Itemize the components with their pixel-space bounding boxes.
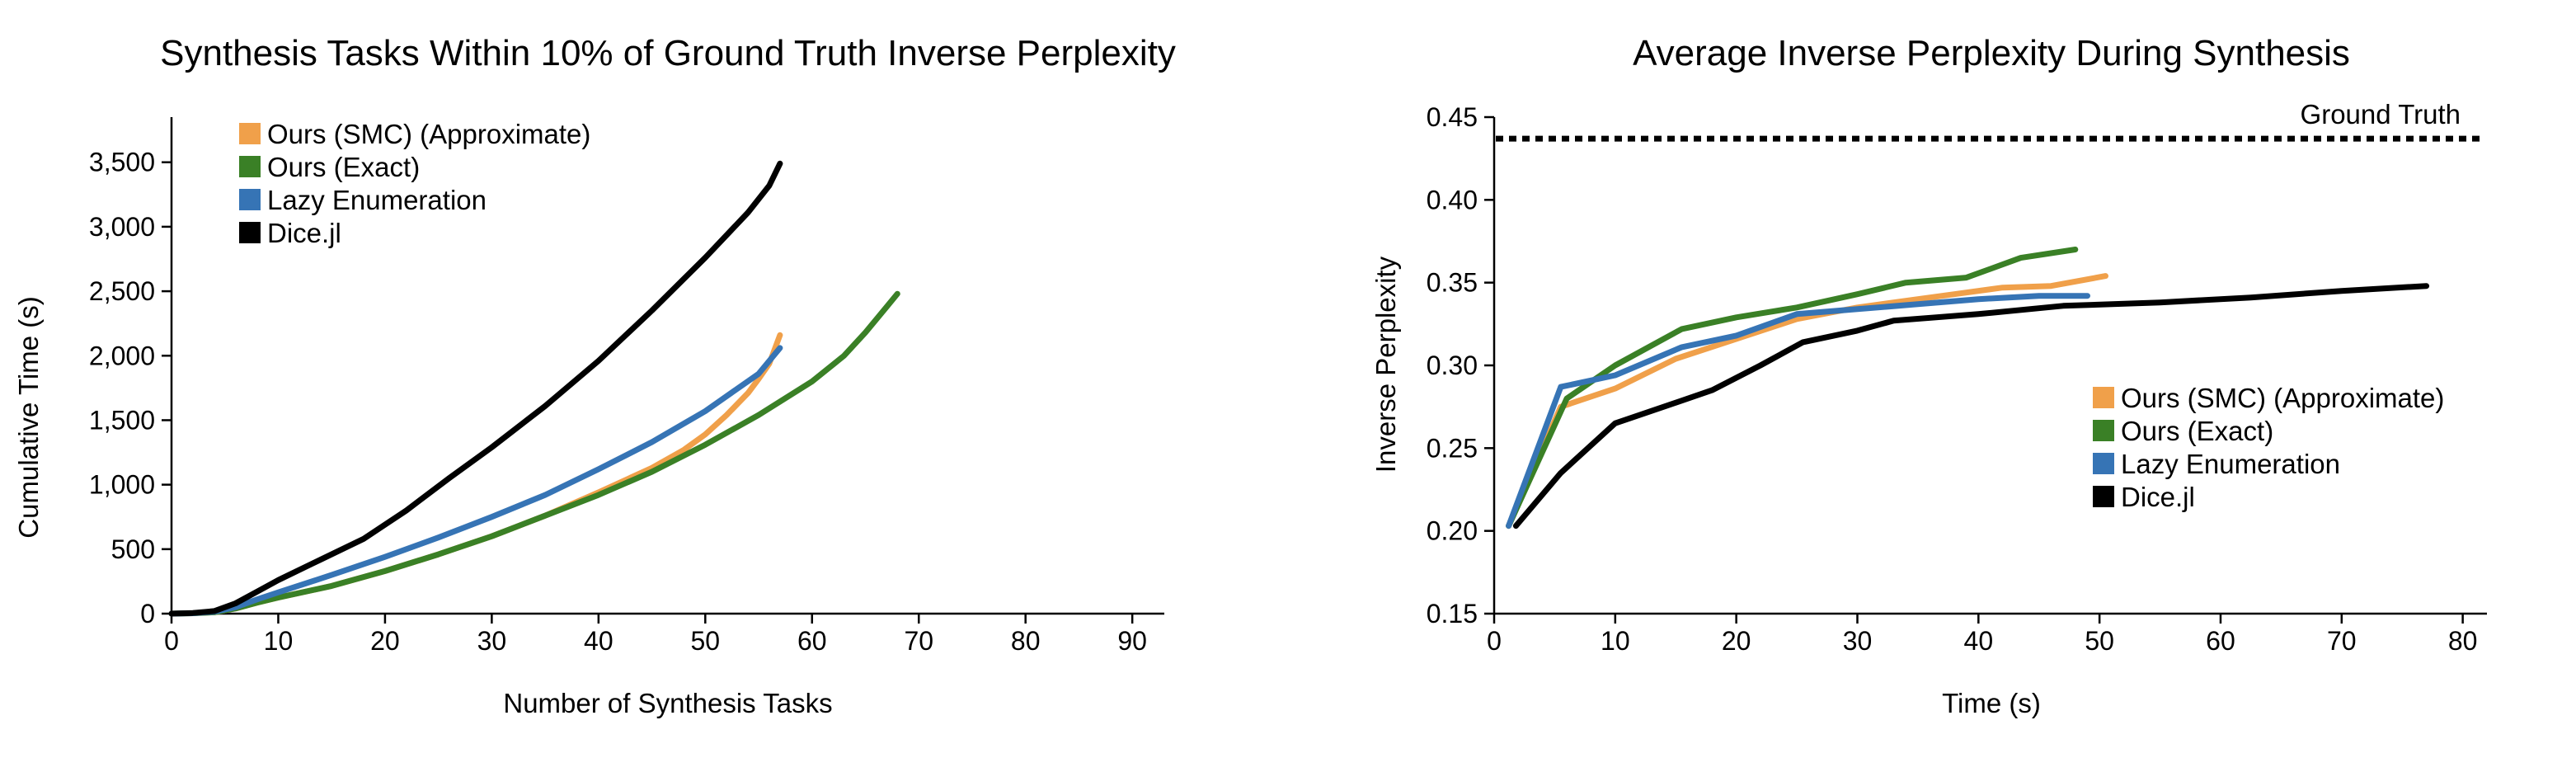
right-series-line-lazy-enumeration [1506, 293, 2090, 530]
right-legend-swatch-lazy-enumeration [2093, 453, 2114, 474]
left-y-tick-label: 2,500 [89, 276, 155, 306]
left-series-line-ours-exact [168, 290, 900, 617]
right-legend-swatch-dice-jl [2093, 486, 2114, 507]
left-series-line-ours-smc-approximate [168, 332, 783, 617]
left-y-tick-label: 500 [111, 534, 155, 564]
left-legend-swatch-dice-jl [239, 222, 261, 243]
right-y-tick-label: 0.45 [1427, 102, 1478, 132]
right-series-line-dice-jl [1512, 283, 2430, 530]
left-x-tick-label: 10 [264, 626, 294, 656]
left-y-tick-label: 3,000 [89, 212, 155, 242]
left-legend-label-lazy-enumeration: Lazy Enumeration [267, 185, 487, 215]
right-x-tick-label: 60 [2206, 626, 2235, 656]
left-y-tick-label: 0 [140, 599, 155, 628]
right-x-tick-label: 50 [2085, 626, 2114, 656]
right-chart-title: Average Inverse Perplexity During Synthe… [1633, 33, 2350, 73]
left-legend-label-ours-exact: Ours (Exact) [267, 152, 420, 182]
left-x-tick-label: 50 [691, 626, 721, 656]
right-legend-swatch-ours-smc-approximate [2093, 387, 2114, 408]
right-x-tick-label: 40 [1964, 626, 1994, 656]
left-axes: 0 10 20 30 40 50 60 70 80 90 0 500 1,000 1,500 2,000 2,… [89, 117, 1164, 656]
left-y-tick-label: 2,000 [89, 341, 155, 370]
right-y-tick-label: 0.25 [1427, 433, 1478, 463]
left-series-line-dice-jl [168, 160, 783, 617]
right-x-tick-label: 80 [2448, 626, 2478, 656]
right-x-tick-label: 0 [1487, 626, 1502, 656]
right-legend-swatch-ours-exact [2093, 420, 2114, 441]
right-series-group [1506, 247, 2430, 530]
ground-truth-reference: Ground Truth [1496, 99, 2484, 142]
left-x-tick-label: 30 [477, 626, 507, 656]
right-x-tick-label: 20 [1722, 626, 1751, 656]
right-x-tick-label: 30 [1843, 626, 1873, 656]
cumulative-time-chart: Synthesis Tasks Within 10% of Ground Tru… [13, 33, 1176, 718]
right-y-tick-label: 0.35 [1427, 268, 1478, 298]
right-x-tick-label: 70 [2327, 626, 2357, 656]
left-y-tick-label: 1,500 [89, 405, 155, 435]
right-y-axis-label: Inverse Perplexity [1370, 256, 1401, 473]
left-x-tick-label: 70 [904, 626, 933, 656]
right-x-tick-label: 10 [1601, 626, 1630, 656]
left-x-tick-label: 20 [370, 626, 400, 656]
left-legend-label-ours-smc-approximate: Ours (SMC) (Approximate) [267, 119, 590, 149]
left-y-tick-label: 1,000 [89, 470, 155, 500]
left-series-line-lazy-enumeration [168, 345, 783, 617]
right-legend-label-ours-smc-approximate: Ours (SMC) (Approximate) [2121, 383, 2444, 413]
left-x-tick-label: 40 [584, 626, 613, 656]
right-axes: 0 10 20 30 40 50 60 70 80 0.15 0.20 0.25 0.30 0.35 0.4… [1427, 102, 2487, 656]
inverse-perplexity-chart: Average Inverse Perplexity During Synthe… [1370, 33, 2487, 718]
right-x-axis-label: Time (s) [1942, 688, 2041, 718]
left-legend-label-dice-jl: Dice.jl [267, 218, 341, 248]
right-y-tick-label: 0.40 [1427, 185, 1478, 214]
right-legend-label-ours-exact: Ours (Exact) [2121, 416, 2273, 446]
left-x-tick-label: 0 [164, 626, 179, 656]
left-legend-swatch-lazy-enumeration [239, 189, 261, 210]
right-y-tick-label: 0.15 [1427, 599, 1478, 628]
left-legend-swatch-ours-exact [239, 156, 261, 177]
ground-truth-label: Ground Truth [2301, 99, 2461, 129]
right-legend-label-lazy-enumeration: Lazy Enumeration [2121, 449, 2340, 479]
left-legend-swatch-ours-smc-approximate [239, 123, 261, 144]
left-x-axis-label: Number of Synthesis Tasks [503, 688, 832, 718]
left-series-group [168, 160, 900, 617]
right-legend: Ours (SMC) (Approximate)Ours (Exact)Lazy… [2093, 383, 2444, 512]
right-y-tick-label: 0.30 [1427, 351, 1478, 380]
left-y-tick-label: 3,500 [89, 148, 155, 177]
right-y-tick-label: 0.20 [1427, 516, 1478, 546]
left-y-axis-label: Cumulative Time (s) [13, 296, 44, 538]
left-x-tick-label: 60 [797, 626, 827, 656]
left-legend: Ours (SMC) (Approximate)Ours (Exact)Lazy… [239, 119, 590, 248]
left-x-tick-label: 80 [1011, 626, 1041, 656]
right-legend-label-dice-jl: Dice.jl [2121, 482, 2195, 512]
left-chart-title: Synthesis Tasks Within 10% of Ground Tru… [160, 33, 1176, 73]
left-x-tick-label: 90 [1117, 626, 1147, 656]
